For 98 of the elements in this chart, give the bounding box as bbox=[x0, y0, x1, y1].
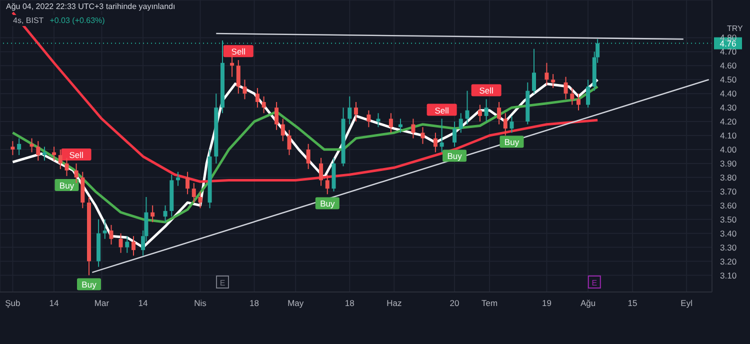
candlestick bbox=[433, 132, 438, 153]
candlestick bbox=[458, 112, 463, 134]
x-tick-label: Şub bbox=[5, 298, 21, 308]
candlestick bbox=[64, 157, 69, 177]
annotation: E bbox=[592, 278, 598, 288]
y-tick-label: 3.10 bbox=[720, 270, 737, 280]
x-tick-label: 18 bbox=[344, 298, 355, 308]
y-tick-label: 3.70 bbox=[720, 186, 737, 196]
x-tick-label: May bbox=[288, 298, 304, 308]
x-tick-label: Haz bbox=[386, 298, 402, 308]
y-tick-label: 3.90 bbox=[720, 158, 737, 168]
x-tick-label: 20 bbox=[450, 298, 460, 308]
candlestick bbox=[132, 236, 136, 256]
chart-title: Ağu 04, 2022 22:33 UTC+3 tarihinde yayınlandı bbox=[4, 2, 178, 11]
candlestick bbox=[236, 60, 240, 94]
annotation: Buy bbox=[59, 180, 75, 191]
x-tick-label: Eyl bbox=[680, 298, 693, 308]
text: 4s, BIST bbox=[13, 16, 44, 25]
y-tick-label: 4.30 bbox=[720, 102, 737, 113]
candlestick bbox=[440, 118, 444, 153]
candlestick bbox=[262, 96, 266, 114]
candlestick bbox=[497, 101, 502, 125]
y-tick-label: 4.10 bbox=[720, 130, 737, 141]
x-tick-label: 15 bbox=[628, 298, 638, 308]
y-tick-label: 4.50 bbox=[720, 74, 737, 85]
candlestick bbox=[242, 79, 247, 100]
y-tick-label: 3.20 bbox=[720, 256, 737, 266]
x-tick-label: 14 bbox=[138, 298, 148, 308]
candlestick bbox=[255, 88, 260, 108]
annotation: Sell bbox=[434, 105, 450, 116]
candlestick bbox=[564, 76, 568, 100]
x-tick-label: Mar bbox=[94, 298, 110, 308]
candlestick bbox=[102, 218, 107, 240]
candlestick bbox=[74, 162, 78, 184]
candlestick bbox=[503, 112, 508, 136]
candlestick bbox=[287, 129, 292, 156]
y-tick-label: 3.80 bbox=[720, 172, 737, 182]
annotation: Buy bbox=[320, 198, 336, 209]
candlestick bbox=[366, 110, 371, 128]
candlestick bbox=[478, 104, 482, 122]
candlestick bbox=[420, 126, 425, 144]
candlestick bbox=[570, 88, 574, 106]
candlestick bbox=[58, 148, 62, 170]
candlestick bbox=[411, 118, 416, 139]
candlestick bbox=[10, 140, 15, 156]
x-tick-label: 19 bbox=[542, 298, 552, 308]
candlestick bbox=[118, 232, 123, 254]
annotation: Buy bbox=[82, 280, 98, 290]
y-tick-label: 3.50 bbox=[720, 214, 737, 224]
annotation: Buy bbox=[504, 137, 520, 148]
candlestick bbox=[388, 112, 393, 134]
line-series bbox=[11, 85, 599, 224]
annotation: +0.03 (+0.63%) bbox=[50, 16, 105, 25]
y-tick-label: 4.20 bbox=[720, 116, 737, 127]
x-tick-label: 18 bbox=[250, 298, 260, 308]
annotation: Sell bbox=[69, 150, 84, 160]
candlestick bbox=[109, 224, 114, 245]
candlestick bbox=[319, 157, 324, 186]
y-tick-label: 4.70 bbox=[720, 46, 737, 57]
x-tick-label: 14 bbox=[49, 298, 60, 308]
candlestick bbox=[576, 93, 580, 111]
candlestick bbox=[544, 62, 549, 86]
candlestick bbox=[325, 174, 330, 195]
annotation: Sell bbox=[479, 86, 494, 96]
y-tick-label: 4.00 bbox=[720, 144, 737, 155]
x-tick-label: Ağu bbox=[580, 298, 596, 308]
candlestick bbox=[198, 190, 202, 209]
candlestick bbox=[163, 204, 168, 223]
candlestick bbox=[274, 101, 279, 130]
candlestick bbox=[532, 48, 536, 94]
y-tick-label: 3.30 bbox=[720, 242, 737, 252]
line-series bbox=[11, 11, 599, 183]
annotation: E bbox=[220, 278, 226, 288]
y-tick-label: 4.60 bbox=[720, 60, 737, 71]
candlestick bbox=[150, 204, 155, 223]
annotation: Buy bbox=[447, 151, 463, 162]
candlestick bbox=[348, 96, 352, 125]
candlestick bbox=[465, 90, 470, 125]
y-tick-label: 3.40 bbox=[720, 228, 737, 238]
candlestick bbox=[306, 143, 310, 170]
candlestick bbox=[36, 140, 40, 162]
y-axis-title: TRY bbox=[727, 24, 743, 33]
candlestick bbox=[551, 74, 556, 89]
x-tick-label: Tem bbox=[481, 298, 498, 308]
candlestick bbox=[452, 121, 457, 148]
candlestick bbox=[510, 115, 514, 134]
candlestick bbox=[192, 182, 196, 204]
candlestick bbox=[586, 79, 590, 108]
candlestick bbox=[125, 236, 130, 254]
candlestick bbox=[17, 138, 22, 156]
candlestick bbox=[280, 118, 285, 142]
candlestick bbox=[354, 101, 358, 122]
candlestick bbox=[484, 98, 488, 122]
x-tick-label: Nis bbox=[194, 298, 206, 308]
y-tick-label: 3.60 bbox=[720, 200, 737, 210]
y-tick-label: 4.40 bbox=[720, 88, 737, 99]
candlestick bbox=[186, 171, 190, 195]
annotation: Sell bbox=[231, 46, 246, 57]
